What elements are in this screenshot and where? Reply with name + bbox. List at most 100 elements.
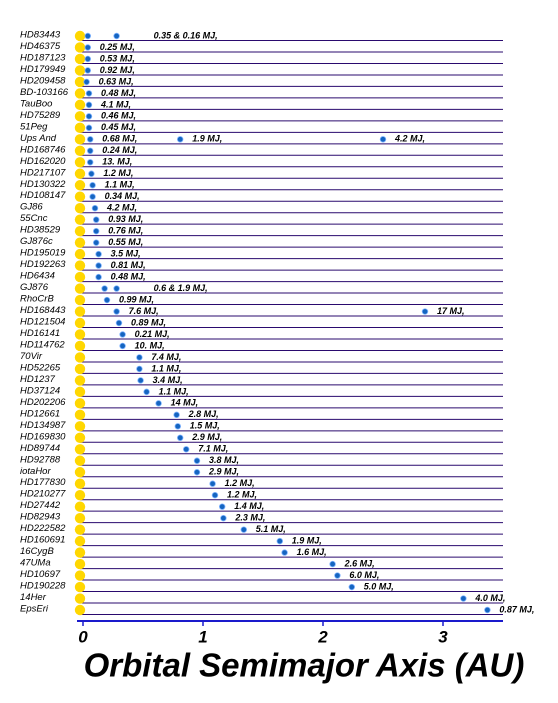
star-name: HD46375 xyxy=(20,41,61,52)
planet xyxy=(86,159,94,166)
star xyxy=(74,604,86,616)
star xyxy=(74,455,86,466)
star-name: HD92788 xyxy=(20,454,61,465)
star-name: HD169830 xyxy=(20,431,66,442)
planet xyxy=(101,285,108,292)
star xyxy=(74,409,86,421)
star xyxy=(74,42,86,53)
star xyxy=(74,386,86,398)
star xyxy=(74,432,86,443)
mass-label: 1.2 MJ, xyxy=(225,478,255,488)
planet xyxy=(88,170,95,177)
planet xyxy=(119,342,126,350)
planet xyxy=(95,250,102,258)
mass-label: 2.6 MJ, xyxy=(344,558,375,568)
star-name: HD177830 xyxy=(20,477,66,488)
star-name: HD121504 xyxy=(20,317,65,328)
star-name: HD52265 xyxy=(20,362,61,373)
planet xyxy=(193,469,201,476)
mass-label: 1.2 MJ, xyxy=(103,168,133,178)
mass-label: 0.89 MJ, xyxy=(131,317,166,327)
mass-label: 3.8 MJ, xyxy=(209,455,239,465)
star xyxy=(74,225,86,237)
star xyxy=(74,157,86,168)
mass-label: 0.92 MJ, xyxy=(100,65,135,75)
star xyxy=(74,478,86,489)
star xyxy=(74,512,86,524)
star xyxy=(74,535,86,547)
star xyxy=(74,76,86,88)
mass-label: 2.3 MJ, xyxy=(234,513,265,523)
star xyxy=(74,214,86,225)
planet xyxy=(143,388,150,396)
planet xyxy=(176,434,184,441)
star-name: 14Her xyxy=(20,592,47,603)
star-name: HD27442 xyxy=(20,500,61,511)
mass-label: 0.93 MJ, xyxy=(108,214,143,224)
star-name: HD222582 xyxy=(20,523,66,534)
star-name: 16CygB xyxy=(20,546,54,557)
star xyxy=(74,111,86,122)
star xyxy=(74,99,86,111)
x-axis-label: Orbital Semimajor Axis (AU) xyxy=(84,647,525,684)
star-name: HD37124 xyxy=(20,385,60,396)
star-name: GJ876c xyxy=(20,236,53,247)
star xyxy=(74,490,86,501)
planet xyxy=(92,227,100,235)
planet xyxy=(137,377,144,384)
planet xyxy=(334,572,341,579)
planet xyxy=(92,239,100,246)
mass-label: 3.5 MJ, xyxy=(111,248,141,258)
planet xyxy=(211,492,219,499)
planet xyxy=(92,216,100,223)
mass-label: 10. MJ, xyxy=(135,340,165,350)
star-name: HD16141 xyxy=(20,328,60,339)
x-tick-label: 0 xyxy=(78,627,88,646)
planet xyxy=(85,101,93,109)
planet xyxy=(84,44,91,51)
planet xyxy=(281,549,288,556)
star-name: HD195019 xyxy=(20,248,66,259)
star xyxy=(74,375,86,386)
mass-label: 1.5 MJ, xyxy=(190,421,220,431)
planet xyxy=(155,400,162,407)
planet xyxy=(86,147,94,154)
star-name: HD187123 xyxy=(20,52,66,63)
mass-label: 0.48 MJ, xyxy=(101,88,136,98)
mass-label: 4.2 MJ, xyxy=(394,134,425,144)
mass-label: 7.6 MJ, xyxy=(129,306,159,316)
planet xyxy=(113,285,120,292)
star xyxy=(74,306,86,317)
mass-label: 4.0 MJ, xyxy=(474,593,505,603)
star xyxy=(74,524,86,535)
star-name: HD168746 xyxy=(20,144,66,155)
star xyxy=(74,317,86,329)
mass-label: 0.81 MJ, xyxy=(111,260,146,270)
star-name: EpsEri xyxy=(20,604,49,615)
star xyxy=(74,294,86,306)
planet xyxy=(95,273,102,281)
star-name: HD130322 xyxy=(20,179,66,190)
planet xyxy=(193,457,201,464)
mass-label: 17 MJ, xyxy=(437,306,465,316)
planet xyxy=(329,560,336,568)
star-name: 51Peg xyxy=(20,121,48,132)
mass-label: 13. MJ, xyxy=(102,157,132,167)
star-name: HD83443 xyxy=(20,30,61,41)
mass-label: 0.68 MJ, xyxy=(102,134,137,144)
planet xyxy=(220,514,227,522)
star xyxy=(74,191,86,202)
mass-label: 0.6 & 1.9 MJ, xyxy=(154,283,208,293)
planet xyxy=(240,526,247,533)
planet xyxy=(484,606,491,614)
planet xyxy=(209,480,216,487)
star xyxy=(74,352,86,363)
planet xyxy=(89,193,96,200)
mass-label: 1.9 MJ, xyxy=(292,535,322,545)
mass-label: 1.4 MJ, xyxy=(234,501,264,511)
star-name: HD217107 xyxy=(20,167,66,178)
star xyxy=(74,237,86,248)
star xyxy=(74,398,86,409)
planet xyxy=(85,124,93,132)
